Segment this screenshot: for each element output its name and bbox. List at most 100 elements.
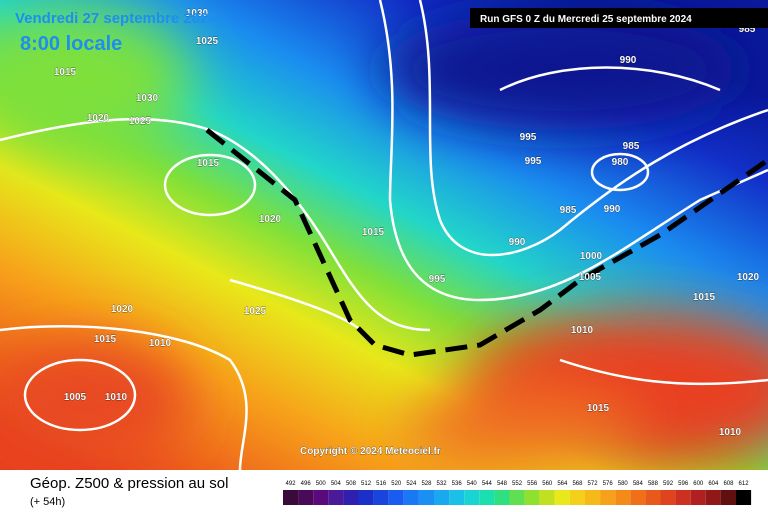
local-time: 8:00 locale [20, 33, 122, 55]
scale-label: 540 [467, 481, 478, 487]
isobar-label: 990 [620, 55, 637, 66]
scale-swatch [358, 490, 374, 505]
scale-label: 512 [361, 481, 372, 487]
scale-label: 508 [346, 481, 357, 487]
scale-label: 592 [663, 481, 674, 487]
scale-label: 588 [648, 481, 659, 487]
scale-label: 564 [557, 481, 568, 487]
scale-swatch [645, 490, 661, 505]
isobar-label: 1015 [693, 292, 716, 303]
field-shading [0, 10, 768, 470]
scale-swatch [630, 490, 646, 505]
scale-label: 500 [316, 481, 327, 487]
scale-swatch [705, 490, 721, 505]
isobar-label: 985 [560, 205, 577, 216]
scale-swatch [434, 490, 450, 505]
scale-label: 492 [286, 481, 297, 487]
scale-swatch [600, 490, 616, 505]
scale-swatch [720, 490, 736, 505]
scale-swatch [554, 490, 570, 505]
scale-label: 580 [618, 481, 629, 487]
scale-label: 612 [739, 481, 750, 487]
isobar-label: 1005 [579, 272, 602, 283]
scale-swatch [283, 490, 299, 505]
scale-swatch [328, 490, 344, 505]
scale-label: 572 [588, 481, 599, 487]
isobar-label: 1015 [94, 334, 117, 345]
run-box [470, 8, 768, 28]
scale-label: 528 [421, 481, 432, 487]
isobar-label: 1015 [54, 67, 77, 78]
scale-swatch [524, 490, 540, 505]
copyright: Copyright © 2024 Meteociel.fr [300, 446, 441, 457]
scale-label: 520 [391, 481, 402, 487]
scale-swatch [690, 490, 706, 505]
isobar-label: 1010 [149, 338, 172, 349]
isobar-label: 1020 [111, 304, 134, 315]
scale-swatch [539, 490, 555, 505]
scale-swatch [569, 490, 585, 505]
scale-label: 604 [708, 481, 719, 487]
isobar-label: 1025 [196, 36, 219, 47]
scale-label: 532 [437, 481, 448, 487]
run-info: Run GFS 0 Z du Mercredi 25 septembre 202… [480, 14, 692, 25]
scale-swatch [585, 490, 601, 505]
isobar-label: 1015 [362, 227, 385, 238]
scale-swatch [479, 490, 495, 505]
scale-swatch [494, 490, 510, 505]
scale-label: 496 [301, 481, 312, 487]
isobar-label: 990 [509, 237, 526, 248]
isobar-label: 1000 [580, 251, 603, 262]
scale-swatch [373, 490, 389, 505]
isobar-label: 1020 [737, 272, 760, 283]
trough-line [205, 128, 768, 358]
scale-swatch [388, 490, 404, 505]
scale-label: 584 [633, 481, 644, 487]
isobar-label: 1015 [197, 158, 220, 169]
isobar-label: 1020 [259, 214, 282, 225]
isobar-label: 1030 [186, 8, 209, 19]
scale-label: 576 [603, 481, 614, 487]
scale-swatch [403, 490, 419, 505]
scale-label: 548 [497, 481, 508, 487]
scale-swatch [298, 490, 314, 505]
scale-label: 516 [376, 481, 387, 487]
scale-label: 524 [406, 481, 417, 487]
scale-swatch [418, 490, 434, 505]
isobar-label: 990 [604, 204, 621, 215]
scale-label: 544 [482, 481, 493, 487]
isobar-label: 1025 [244, 306, 267, 317]
scale-label: 536 [452, 481, 463, 487]
scale-swatch [660, 490, 676, 505]
scale-swatch [313, 490, 329, 505]
scale-label: 600 [693, 481, 704, 487]
scale-swatch [464, 490, 480, 505]
isobar-label: 995 [520, 132, 537, 143]
scale-label: 596 [678, 481, 689, 487]
scale-swatch [449, 490, 465, 505]
valid-date: Vendredi 27 septembre 2024 [15, 10, 217, 27]
scale-label: 552 [512, 481, 523, 487]
scale-label: 556 [527, 481, 538, 487]
scale-label: 504 [331, 481, 342, 487]
scale-label: 560 [542, 481, 553, 487]
isobar-label: 995 [429, 274, 446, 285]
isobar-label: 985 [623, 141, 640, 152]
isobar-label: 995 [525, 156, 542, 167]
scale-label: 608 [723, 481, 734, 487]
isobar-label: 1010 [719, 427, 742, 438]
scale-swatch [675, 490, 691, 505]
isobars [0, 0, 768, 470]
isobar-label: 985 [739, 24, 756, 35]
scale-swatch [343, 490, 359, 505]
scale-swatch [509, 490, 525, 505]
scale-swatch [615, 490, 631, 505]
footer-title: Géop. Z500 & pression au sol [30, 475, 228, 492]
isobar-label: 1025 [129, 116, 152, 127]
isobar-label: 1010 [105, 392, 128, 403]
isobar-label: 1020 [87, 113, 110, 124]
isobar-label: 980 [612, 157, 629, 168]
isobar-label: 1015 [587, 403, 610, 414]
isobar-label: 1030 [136, 93, 159, 104]
